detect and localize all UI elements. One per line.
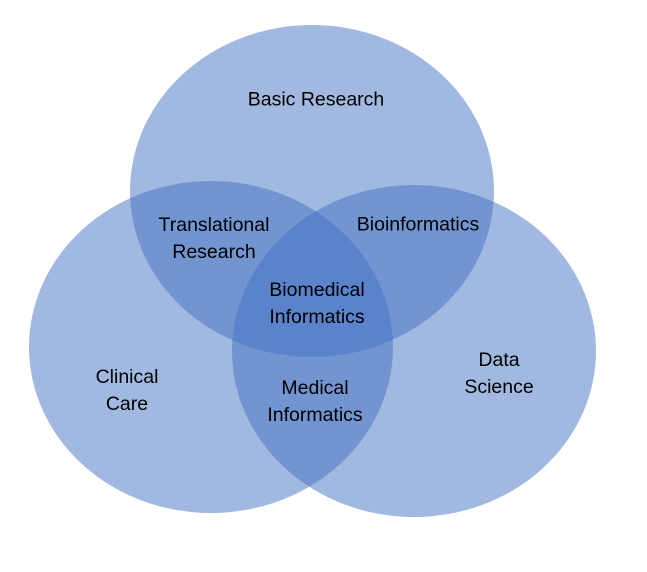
biomedical-informatics-line-2: Informatics [269, 306, 365, 328]
medical-informatics-line-1: Medical [281, 377, 349, 399]
bioinformatics-line-1: Bioinformatics [356, 213, 480, 236]
translational-research-line-1: Translational [158, 214, 270, 236]
clinical-care-label: Clinical Care [96, 364, 159, 418]
translational-research-line-2: Research [172, 241, 256, 263]
data-science-label: Data Science [464, 347, 533, 401]
basic-research-line-1: Basic Research [247, 88, 385, 111]
data-science-line-2: Science [464, 376, 534, 398]
basic-research-label: Basic Research [248, 87, 385, 114]
bioinformatics-label: Bioinformatics [357, 212, 479, 239]
biomedical-informatics-label: Biomedical Informatics [269, 277, 364, 331]
translational-research-label: Translational Research [159, 212, 270, 266]
data-science-line-1: Data [478, 349, 520, 371]
medical-informatics-label: Medical Informatics [267, 375, 362, 429]
medical-informatics-line-2: Informatics [267, 404, 363, 426]
clinical-care-line-2: Care [105, 393, 149, 415]
data-science-circle [232, 185, 596, 517]
clinical-care-line-1: Clinical [95, 366, 159, 388]
biomedical-informatics-line-1: Biomedical [269, 279, 365, 301]
